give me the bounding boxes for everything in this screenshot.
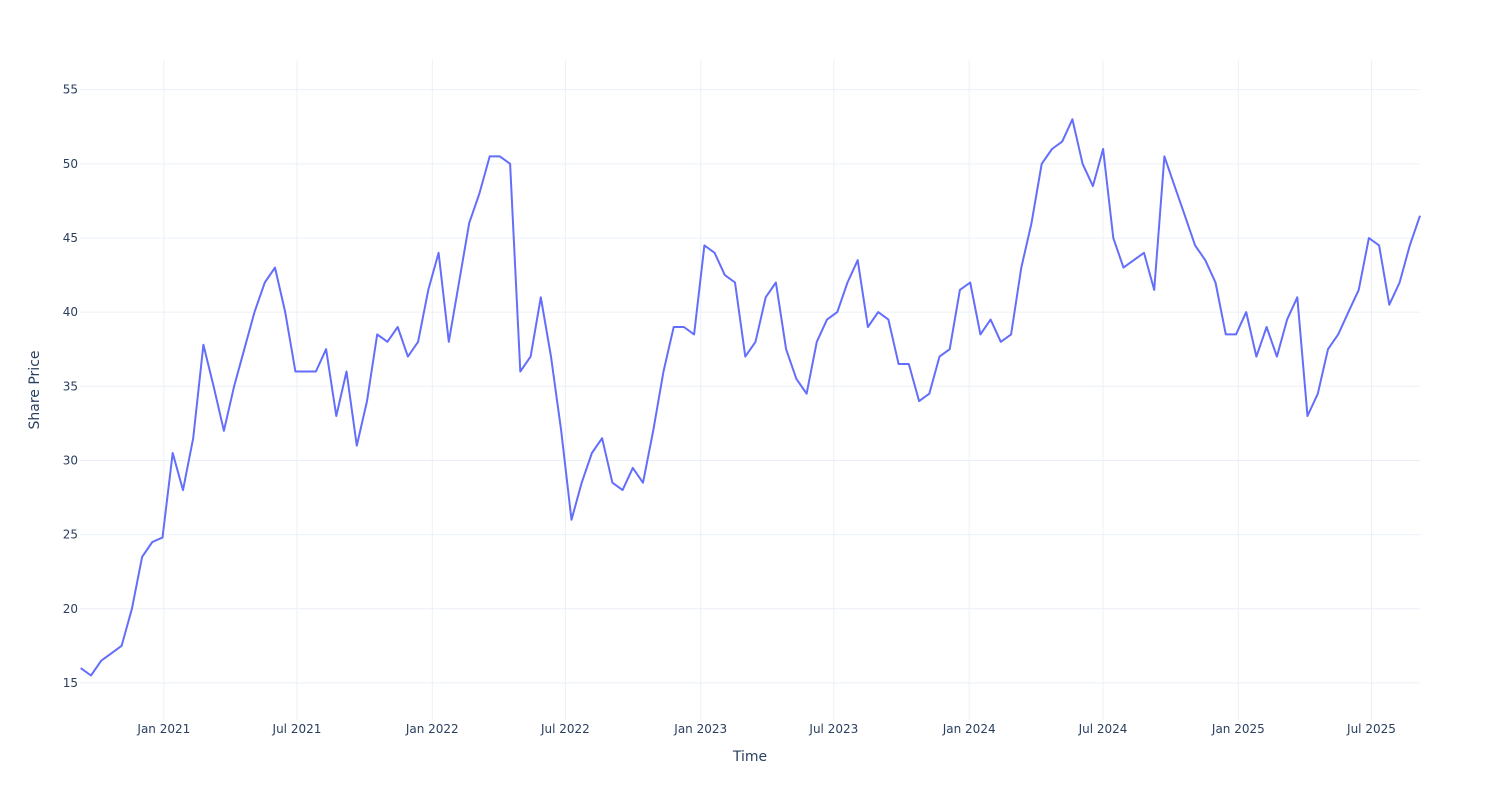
x-tick-label: Jan 2022 <box>405 722 459 736</box>
x-tick-label: Jul 2023 <box>808 722 858 736</box>
x-tick-label: Jul 2024 <box>1078 722 1128 736</box>
grid <box>80 60 1420 720</box>
y-tick-label: 45 <box>63 231 78 245</box>
x-axis-ticks: Jan 2021 Jul 2021 Jan 2022 Jul 2022 Jan 2023… <box>136 722 1395 736</box>
y-tick-label: 30 <box>63 453 78 467</box>
x-tick-label: Jul 2025 <box>1346 722 1396 736</box>
y-tick-label: 35 <box>63 379 78 393</box>
x-tick-label: Jan 2024 <box>942 722 996 736</box>
x-tick-label: Jul 2022 <box>540 722 590 736</box>
y-tick-label: 15 <box>63 676 78 690</box>
series-line-share-price <box>80 118 1421 677</box>
x-tick-label: Jan 2023 <box>673 722 727 736</box>
x-tick-label: Jan 2021 <box>136 722 190 736</box>
y-tick-label: 55 <box>63 83 78 97</box>
y-tick-label: 25 <box>63 528 78 542</box>
x-axis-title: Time <box>732 749 767 765</box>
x-tick-label: Jan 2025 <box>1211 722 1265 736</box>
y-tick-label: 40 <box>63 305 78 319</box>
y-tick-label: 50 <box>63 157 78 171</box>
y-axis-ticks: 15 20 25 30 35 40 45 50 55 <box>63 83 78 690</box>
x-tick-label: Jul 2021 <box>272 722 322 736</box>
y-tick-label: 20 <box>63 602 78 616</box>
y-axis-title: Share Price <box>27 350 43 429</box>
